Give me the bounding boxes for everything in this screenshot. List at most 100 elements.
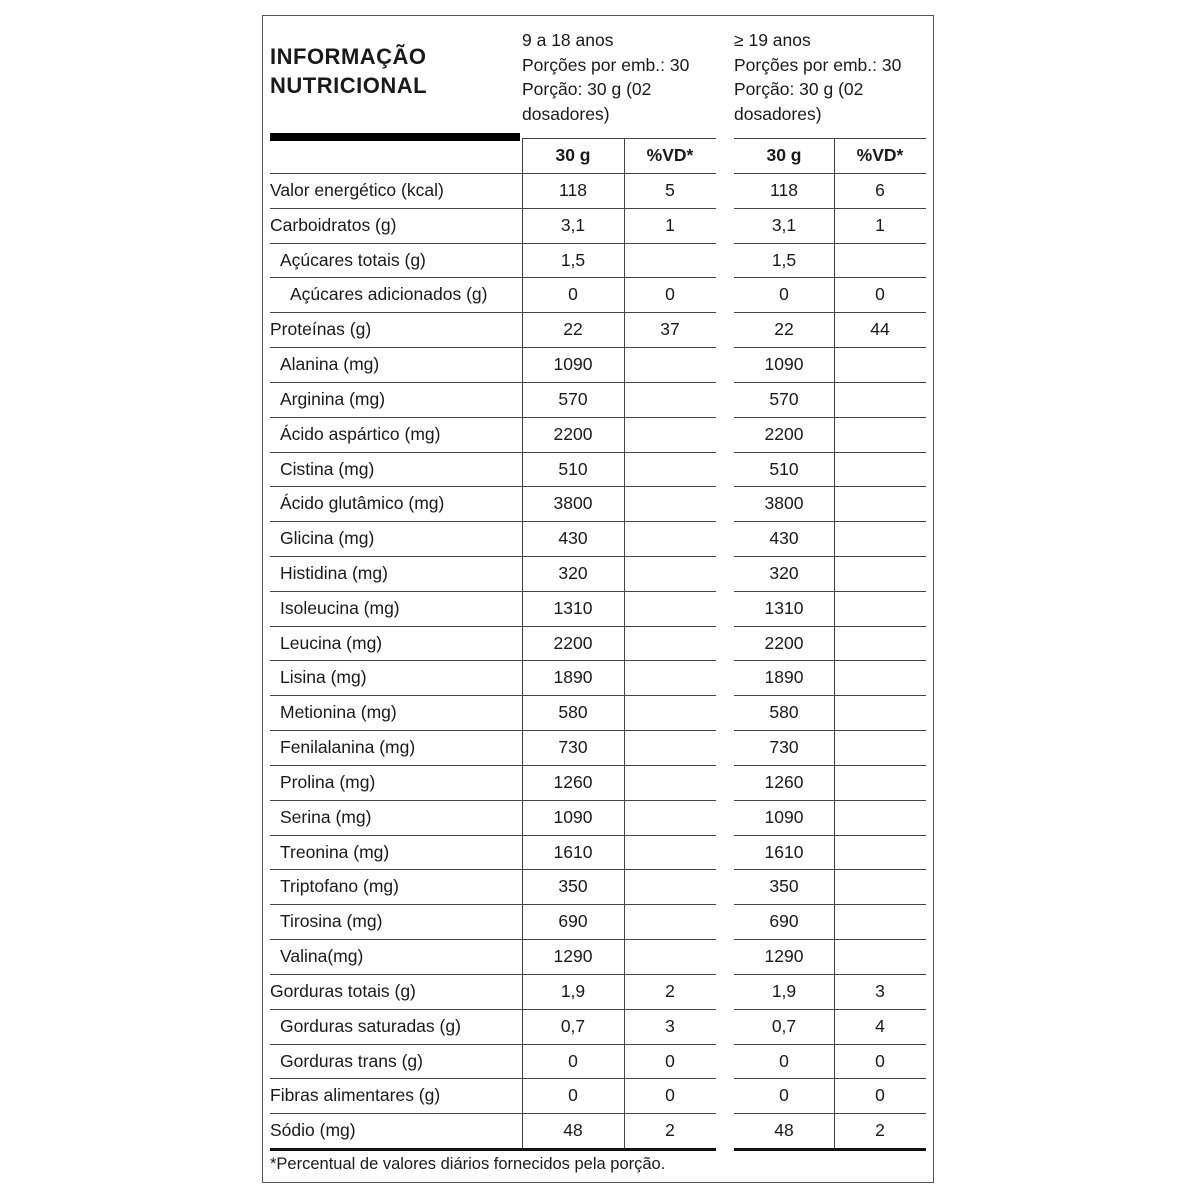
divider: [734, 452, 926, 453]
divider: [734, 974, 926, 975]
nutrient-label: Carboidratos (g): [270, 214, 397, 235]
nutrient-vd: 0: [875, 1085, 885, 1106]
title-line-1: INFORMAÇÃO: [270, 44, 427, 69]
nutrient-label: Fibras alimentares (g): [270, 1085, 441, 1106]
divider: [734, 208, 926, 209]
nutrient-amount: 430: [769, 528, 799, 549]
divider: [270, 173, 716, 174]
column-divider: [834, 138, 835, 1148]
nutrient-vd: 0: [665, 1085, 675, 1106]
nutrient-label: Metionina (mg): [280, 702, 397, 723]
nutrient-vd: [834, 521, 926, 556]
divider: [734, 1044, 926, 1045]
nutrient-label: Arginina (mg): [280, 388, 386, 409]
divider: [734, 277, 926, 278]
nutrient-amount: 1,5: [771, 249, 797, 270]
nutrient-vd: 1: [665, 214, 675, 235]
nutrient-vd: [834, 660, 926, 695]
nutrient-amount: 1,9: [560, 980, 586, 1001]
portion-size-cont: dosadores): [734, 103, 822, 124]
nutrient-vd: [834, 695, 926, 730]
divider: [270, 243, 716, 244]
divider: [734, 869, 926, 870]
nutrient-amount: 0: [568, 1085, 578, 1106]
nutrient-vd: [624, 730, 716, 765]
divider: [734, 173, 926, 174]
nutrient-vd: [834, 800, 926, 835]
nutrient-amount: 350: [558, 876, 588, 897]
divider: [734, 695, 926, 696]
nutrient-amount: 118: [770, 180, 798, 200]
nutrient-vd: [834, 869, 926, 904]
portion-size: Porção: 30 g (02: [522, 79, 652, 99]
divider: [734, 521, 926, 522]
divider: [270, 939, 716, 940]
nutrient-vd: [624, 382, 716, 417]
column-divider: [522, 138, 523, 1148]
nutrient-label: Gorduras trans (g): [280, 1050, 423, 1071]
divider: [270, 765, 716, 766]
nutrient-amount: 430: [558, 528, 588, 549]
nutrient-amount: 350: [769, 876, 799, 897]
nutrient-amount: 2200: [553, 632, 593, 653]
nutrient-vd: [834, 904, 926, 939]
nutrient-amount: 1610: [764, 841, 804, 862]
nutrient-amount: 730: [769, 737, 799, 758]
nutrient-amount: 320: [558, 563, 588, 584]
nutrient-vd: 3: [665, 1015, 675, 1036]
nutrient-vd: [834, 765, 926, 800]
column-header-amount: 30 g: [766, 145, 802, 165]
nutrient-amount: 0: [779, 1085, 789, 1106]
nutrient-label: Glicina (mg): [280, 528, 375, 549]
divider: [270, 660, 716, 661]
divider: [270, 452, 716, 453]
nutrient-vd: [624, 869, 716, 904]
nutrient-vd: 2: [875, 1120, 885, 1141]
nutrient-label: Valina(mg): [280, 946, 364, 967]
nutrient-label: Isoleucina (mg): [280, 597, 400, 618]
nutrient-amount: 118: [559, 180, 587, 200]
nutrient-amount: 1610: [553, 841, 593, 862]
divider: [734, 730, 926, 731]
divider: [270, 312, 716, 313]
nutrient-amount: 0,7: [560, 1015, 586, 1036]
nutrient-label: Triptofano (mg): [280, 876, 399, 897]
nutrient-label: Tirosina (mg): [280, 911, 383, 932]
nutrient-label: Açúcares totais (g): [280, 249, 426, 270]
divider: [270, 347, 716, 348]
divider: [270, 521, 716, 522]
nutrient-amount: 3800: [764, 493, 804, 514]
nutrient-vd: 6: [875, 180, 885, 200]
nutrient-amount: 0: [568, 1050, 578, 1071]
divider: [734, 800, 926, 801]
divider: [734, 243, 926, 244]
nutrient-label: Histidina (mg): [280, 563, 388, 584]
divider: [734, 138, 926, 139]
nutrient-amount: 1890: [553, 667, 593, 688]
nutrient-amount: 22: [563, 319, 583, 340]
nutrient-vd: [624, 591, 716, 626]
nutrient-amount: 1260: [764, 771, 804, 792]
nutrient-vd: [834, 626, 926, 661]
divider: [734, 660, 926, 661]
nutrient-label: Leucina (mg): [280, 632, 383, 653]
nutrient-vd: 37: [660, 319, 680, 340]
divider: [734, 1113, 926, 1114]
nutrient-vd: [624, 800, 716, 835]
nutrient-amount: 0: [779, 284, 789, 305]
divider: [270, 417, 716, 418]
nutrient-amount: 0: [568, 284, 578, 305]
divider: [270, 1148, 716, 1151]
nutrient-amount: 730: [558, 737, 588, 758]
divider: [734, 1009, 926, 1010]
nutrient-amount: 690: [769, 911, 799, 932]
nutrient-vd: 2: [665, 980, 675, 1001]
nutrient-amount: 1090: [764, 806, 804, 827]
nutrient-vd: [624, 243, 716, 278]
nutrient-vd: [624, 939, 716, 974]
nutrient-vd: [834, 939, 926, 974]
divider: [522, 138, 716, 139]
nutrient-vd: 1: [875, 214, 885, 235]
nutrient-amount: 320: [769, 563, 799, 584]
divider: [734, 904, 926, 905]
